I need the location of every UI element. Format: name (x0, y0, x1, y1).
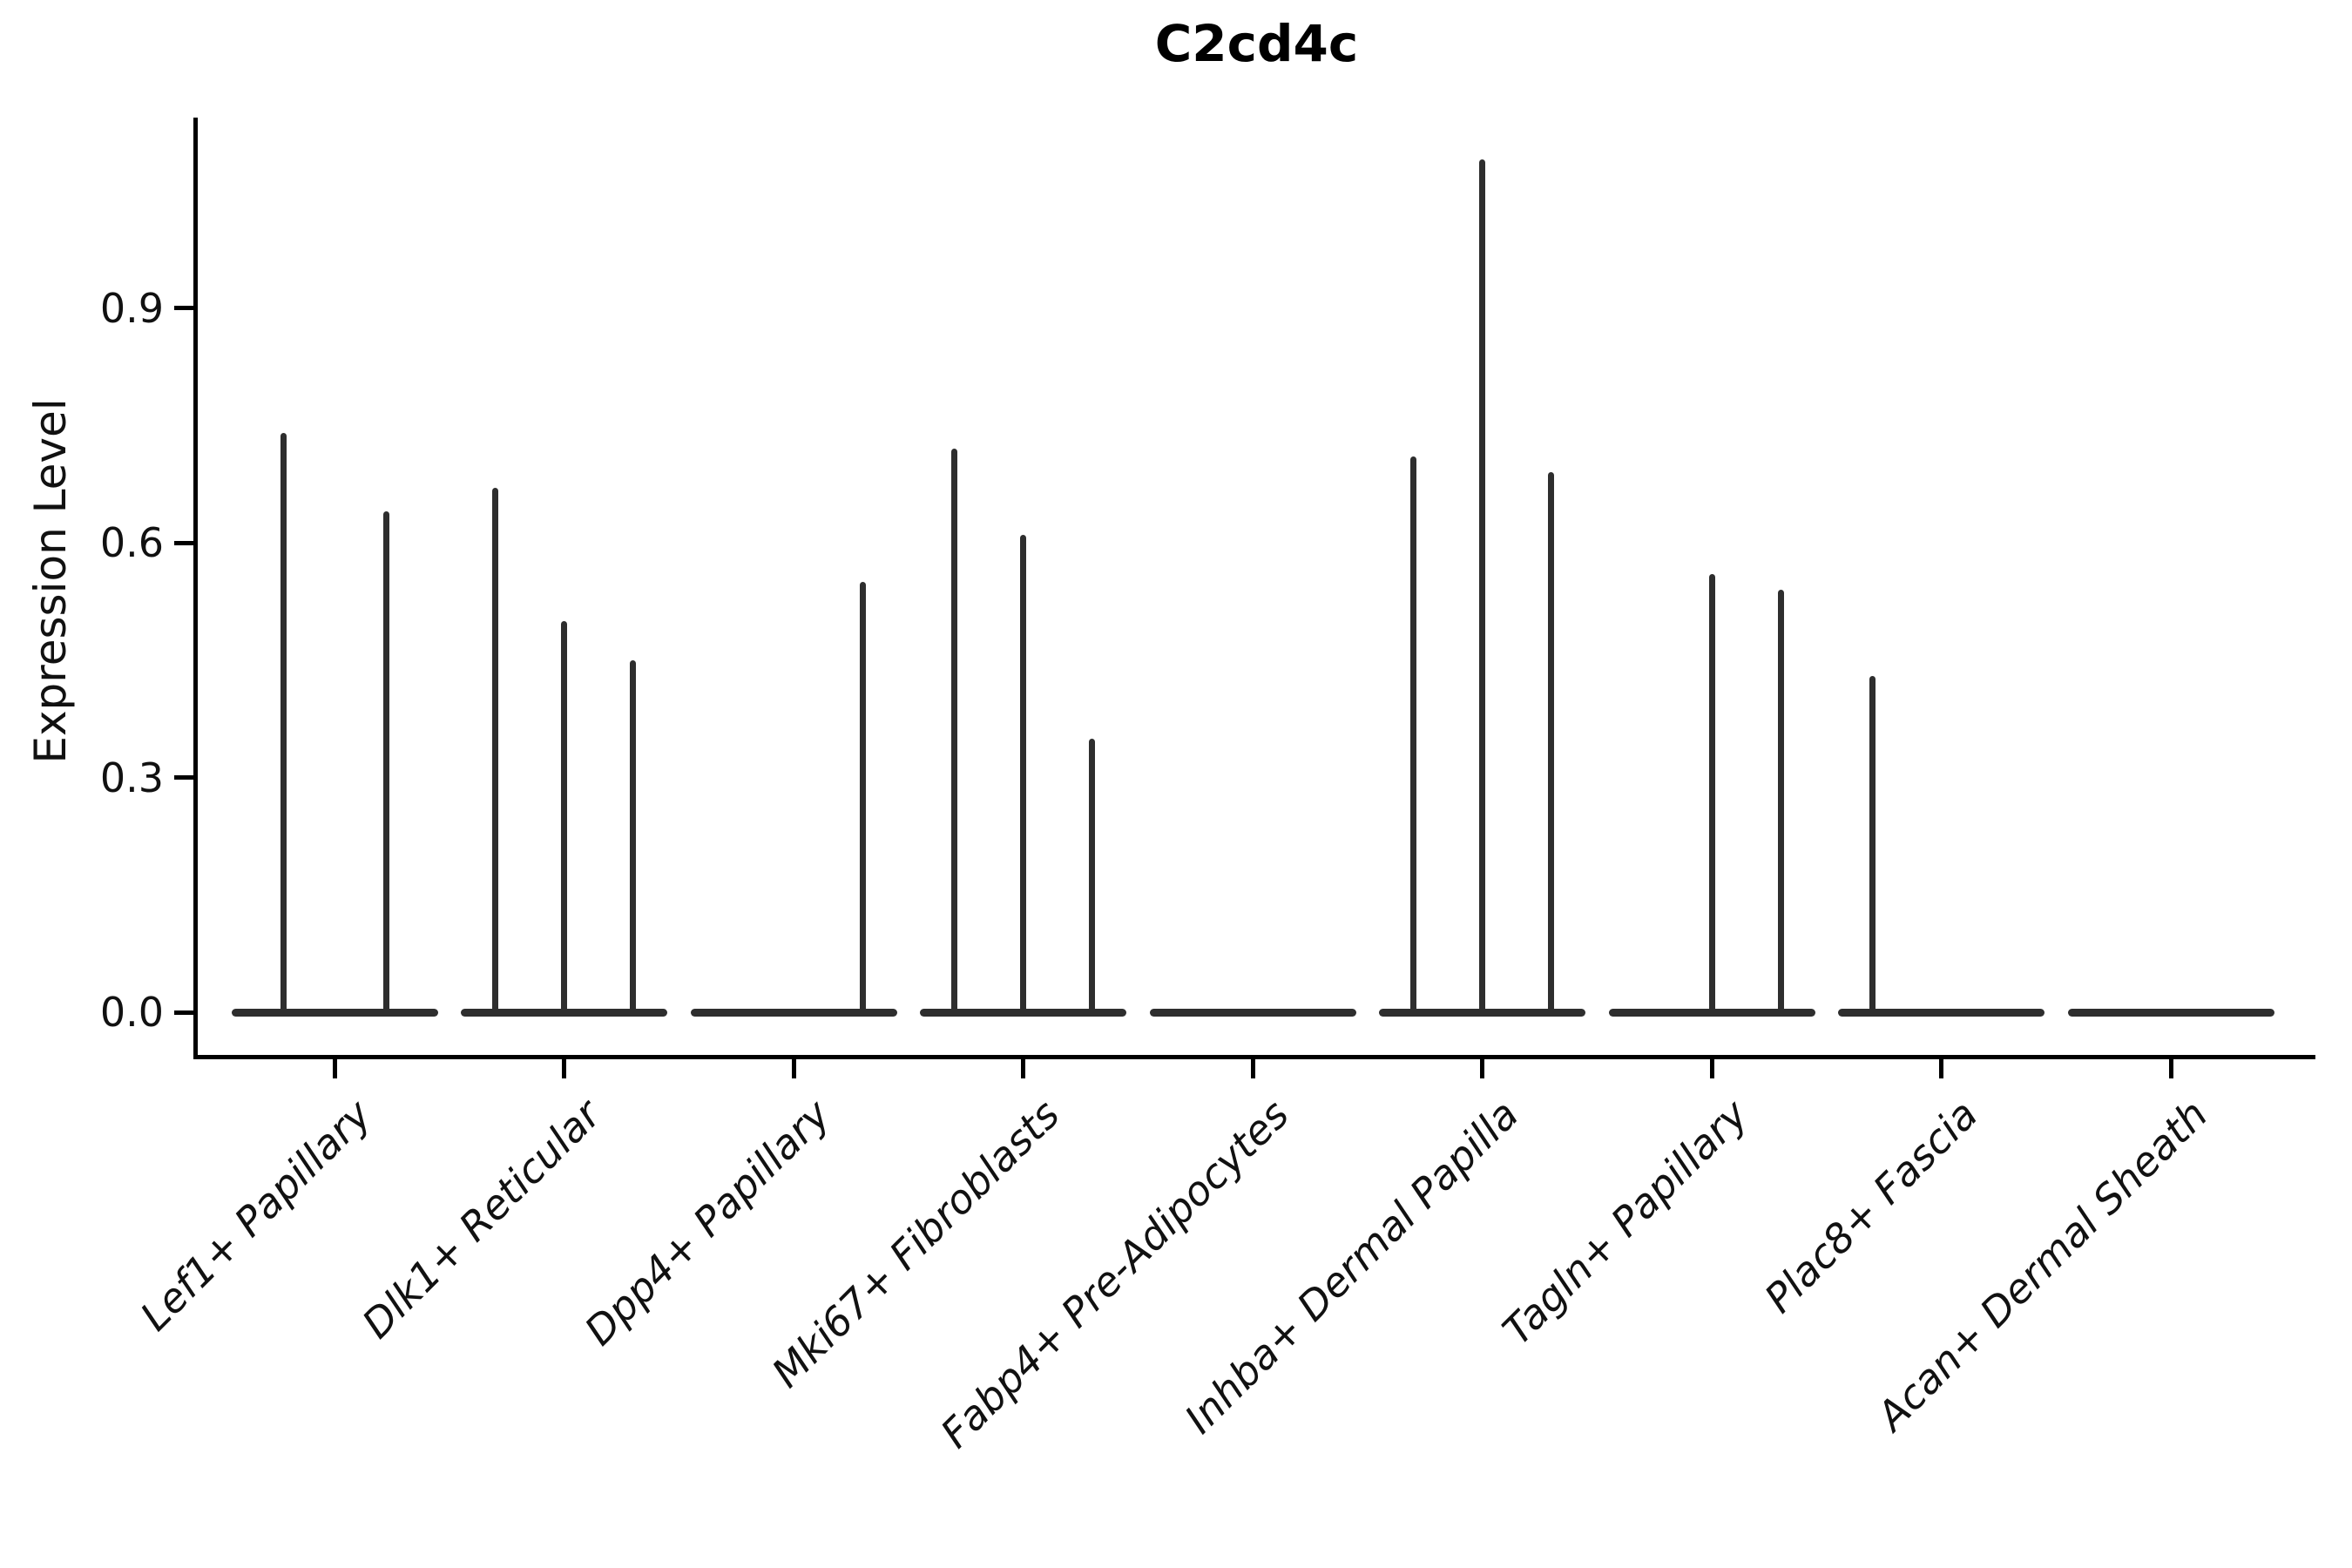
x-tick (562, 1059, 566, 1078)
violin-baseline (920, 1008, 1126, 1017)
x-axis-tick-label: Dlk1+ Reticular (353, 1091, 610, 1348)
violin-spike (1777, 590, 1784, 1012)
violin-spike (859, 582, 866, 1012)
x-axis-tick-label: Lef1+ Papillary (131, 1091, 381, 1340)
y-tick-label: 0.6 (99, 519, 164, 567)
x-tick (791, 1059, 796, 1078)
violin-baseline (690, 1008, 897, 1017)
x-tick (1709, 1059, 1714, 1078)
violin-spike (630, 659, 636, 1012)
y-axis-label: Expression Level (25, 398, 76, 764)
y-tick (174, 1010, 193, 1015)
violin-spike (1869, 675, 1876, 1012)
x-tick (1480, 1059, 1484, 1078)
x-tick (1939, 1059, 1943, 1078)
violin-spike (1708, 574, 1715, 1012)
y-tick-label: 0.0 (99, 989, 164, 1036)
violin-baseline (461, 1008, 667, 1017)
y-tick (174, 306, 193, 311)
violin-baseline (1838, 1008, 2044, 1017)
y-tick-label: 0.3 (99, 754, 164, 801)
y-tick (174, 775, 193, 781)
violin-spike (280, 433, 287, 1012)
chart-title: C2cd4c (1154, 14, 1359, 73)
violin-spike (492, 488, 498, 1012)
x-axis-tick-label: Dpp4+ Papillary (575, 1091, 840, 1355)
x-axis-tick-label: Tagln+ Papillary (1493, 1091, 1758, 1355)
violin-spike (1479, 159, 1485, 1012)
violin-spike (382, 511, 389, 1012)
violin-spike (1020, 535, 1026, 1012)
violin-spike (1089, 738, 1095, 1012)
violin-baseline (2067, 1008, 2274, 1017)
violin-spike (1410, 456, 1416, 1012)
x-tick (2168, 1059, 2173, 1078)
violin-spike (561, 621, 567, 1012)
violin-baseline (1149, 1008, 1356, 1017)
x-axis-line (193, 1055, 2315, 1059)
x-tick (332, 1059, 337, 1078)
violin-baseline (231, 1008, 438, 1017)
x-tick (1021, 1059, 1025, 1078)
violin-spike (1548, 472, 1554, 1012)
violin-baseline (1608, 1008, 1815, 1017)
x-axis-tick-label: Plac8+ Fascia (1755, 1091, 1987, 1322)
y-axis-line (193, 118, 198, 1059)
violin-spike (951, 449, 957, 1012)
y-tick (174, 540, 193, 545)
y-tick-label: 0.9 (99, 284, 164, 332)
x-tick (1250, 1059, 1255, 1078)
violin-baseline (1379, 1008, 1585, 1017)
